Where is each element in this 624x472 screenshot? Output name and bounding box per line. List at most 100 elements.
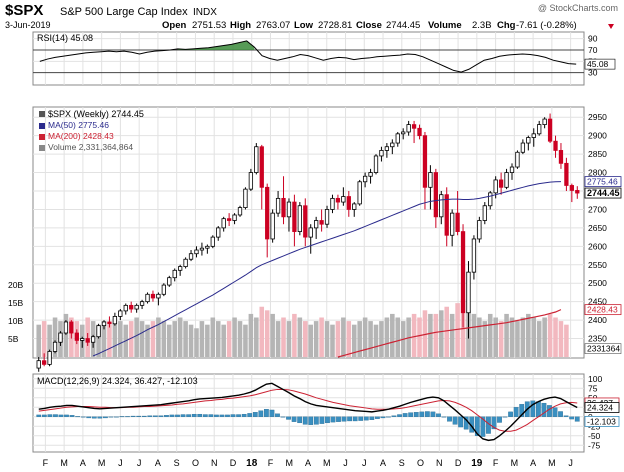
- volume-bar: [455, 303, 460, 357]
- macd-histogram-bar: [424, 411, 430, 417]
- volume-bar: [341, 317, 346, 357]
- volume-bar: [564, 324, 569, 357]
- candle-body: [188, 253, 194, 260]
- macd-histogram-bar: [558, 411, 563, 417]
- volume-bar: [319, 317, 324, 357]
- candle-body: [504, 172, 509, 188]
- volume-bar: [107, 324, 112, 357]
- candle-body: [455, 212, 460, 232]
- candle-body: [161, 284, 166, 295]
- volume-bar: [357, 321, 362, 357]
- candle-body: [406, 124, 411, 133]
- candle-body: [80, 338, 85, 341]
- candle-body: [107, 321, 112, 325]
- volume-bar: [308, 324, 314, 357]
- candle-body: [63, 321, 69, 334]
- macd-histogram-bar: [214, 414, 219, 417]
- candle-body: [167, 277, 172, 286]
- volume-tick-label: 10B: [8, 316, 23, 326]
- x-axis-label: A: [530, 458, 536, 468]
- candle-body: [330, 197, 335, 210]
- candle-body: [341, 196, 346, 203]
- volume-bar: [536, 321, 542, 357]
- volume-bar: [390, 313, 395, 357]
- volume-bar: [188, 324, 194, 357]
- candle-body: [248, 172, 254, 190]
- volume-bar: [134, 317, 139, 357]
- macd-histogram-bar: [125, 416, 130, 418]
- volume-bar: [254, 317, 259, 357]
- candle-body: [232, 214, 237, 221]
- volume-bar: [515, 321, 520, 357]
- candle-body: [216, 227, 221, 238]
- candle-body: [526, 137, 531, 144]
- candle-body: [439, 194, 444, 218]
- volume-bar: [210, 317, 216, 357]
- macd-histogram-bar: [219, 414, 225, 417]
- macd-histogram-bar: [313, 416, 319, 425]
- volume-bar: [41, 321, 47, 357]
- candle-body: [324, 209, 330, 225]
- x-axis-label: M: [323, 458, 331, 468]
- candle-body: [553, 140, 558, 151]
- macd-histogram-bar: [419, 411, 425, 417]
- candle-body: [150, 293, 156, 299]
- macd-histogram-bar: [552, 407, 558, 417]
- macd-histogram-bar: [569, 416, 575, 420]
- macd-histogram-bar: [563, 415, 569, 417]
- candle-body: [362, 175, 368, 183]
- volume-bar: [118, 321, 123, 357]
- ma200-line: [337, 309, 562, 358]
- candle-body: [401, 131, 406, 135]
- quote-summary: Open 2751.53 High 2763.07 Low 2728.81 Cl…: [162, 20, 614, 31]
- macd-histogram-bar: [41, 414, 47, 417]
- macd-histogram-bar: [369, 416, 375, 420]
- macd-histogram-bar: [75, 416, 81, 418]
- macd-histogram-bar: [130, 415, 136, 417]
- x-axis-label: O: [192, 458, 199, 468]
- candle-body: [243, 188, 248, 208]
- candle-body: [118, 310, 123, 317]
- macd-histogram-bar: [64, 414, 69, 417]
- candle-body: [210, 236, 215, 247]
- ma50-legend: MA(50) 2775.46: [48, 120, 109, 130]
- volume-bar: [373, 324, 379, 357]
- volume-bar: [139, 321, 145, 357]
- volume-value: 2.3B: [472, 20, 492, 31]
- volume-bar: [156, 317, 161, 357]
- macd-histogram-bar: [452, 416, 458, 425]
- macd-histogram-bar: [108, 416, 114, 418]
- macd-histogram-bar: [197, 413, 203, 417]
- rsi-overbought-fill: [177, 40, 255, 50]
- macd-histogram-bar: [535, 401, 541, 417]
- macd-histogram-bar: [158, 415, 164, 417]
- macd-histogram-bar: [491, 416, 497, 430]
- volume-bar: [243, 324, 248, 357]
- volume-legend: Volume 2,331,364,864: [48, 142, 133, 152]
- price-title: $SPX (Weekly) 2744.45: [48, 109, 144, 119]
- volume-bar: [161, 321, 167, 357]
- volume-bar: [101, 321, 107, 357]
- candle-body: [428, 172, 433, 188]
- candle-body: [270, 212, 275, 240]
- macd-histogram-bar: [447, 416, 452, 422]
- price-tick-label: 2700: [588, 204, 607, 214]
- price-tick-label: 2400: [588, 315, 607, 325]
- candle-body: [58, 332, 63, 343]
- macd-histogram-bar: [291, 416, 297, 422]
- chg-label: Chg: [497, 20, 516, 31]
- volume-bar: [487, 313, 493, 357]
- price-tick-label: 2850: [588, 149, 607, 159]
- macd-tag-macd: 24.324: [587, 403, 613, 413]
- volume-tag-box: [584, 343, 622, 354]
- volume-tag: 2331364: [587, 344, 620, 354]
- candle-body: [520, 142, 526, 153]
- price-tick-label: 2600: [588, 241, 607, 251]
- macd-histogram-bar: [208, 414, 214, 417]
- x-axis-label: N: [436, 458, 443, 468]
- candle-body: [85, 338, 90, 343]
- macd-histogram-bar: [325, 416, 330, 424]
- candle-body: [433, 172, 438, 218]
- candle-body: [42, 360, 47, 365]
- price-tag-ma50: 2775.46: [587, 177, 618, 187]
